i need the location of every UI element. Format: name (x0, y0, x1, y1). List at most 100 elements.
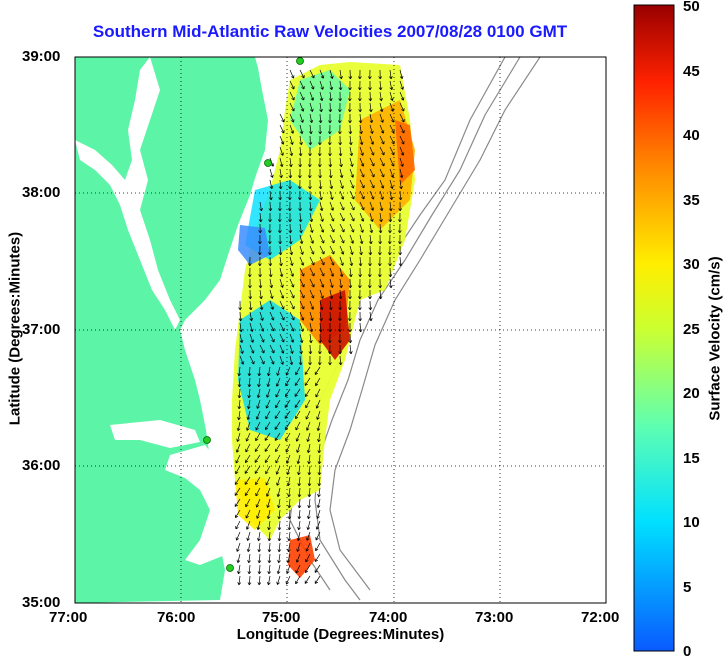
velocity-arrow (399, 80, 404, 90)
velocity-arrow (266, 366, 271, 377)
velocity-arrow (297, 498, 302, 509)
velocity-arrow (399, 179, 403, 190)
velocity-arrow (327, 135, 332, 146)
velocity-arrow (264, 421, 271, 431)
velocity-arrow (289, 256, 294, 266)
velocity-arrow (258, 256, 262, 267)
velocity-arrow (349, 146, 354, 157)
velocity-arrow (299, 333, 304, 343)
velocity-arrow (279, 344, 285, 354)
velocity-arrow (237, 388, 242, 399)
velocity-arrow (369, 201, 375, 211)
velocity-arrow (275, 399, 281, 409)
velocity-arrow (269, 311, 275, 321)
velocity-arrow (289, 333, 295, 343)
velocity-arrow (288, 212, 292, 223)
velocity-arrow (316, 421, 321, 431)
velocity-arrow (235, 454, 241, 464)
velocity-arrow (239, 355, 245, 365)
velocity-arrow (399, 124, 405, 134)
velocity-arrow (276, 476, 281, 486)
velocity-arrow (274, 421, 281, 430)
velocity-arrow (235, 443, 241, 453)
velocity-arrow (269, 190, 273, 201)
velocity-arrow (308, 124, 313, 135)
velocity-arrow (288, 168, 293, 179)
velocity-arrow (317, 476, 322, 487)
velocity-arrow (308, 135, 313, 146)
x-tick-label: 72:00 (581, 609, 620, 626)
velocity-arrow (289, 124, 295, 134)
velocity-arrow (255, 432, 261, 442)
velocity-arrow (349, 168, 355, 178)
velocity-arrow (308, 179, 312, 190)
velocity-arrow (337, 322, 342, 333)
velocity-arrow (286, 542, 291, 553)
velocity-arrow (314, 366, 321, 375)
velocity-arrow (257, 377, 261, 388)
velocity-arrow (269, 168, 274, 178)
velocity-arrow (296, 542, 301, 552)
velocity-arrow (327, 344, 332, 355)
velocity-arrow (304, 564, 311, 574)
velocity-arrow (248, 289, 253, 300)
velocity-arrow (316, 498, 321, 509)
velocity-arrow (268, 201, 273, 212)
velocity-arrow (358, 256, 363, 267)
velocity-arrow (317, 454, 322, 465)
velocity-arrow (318, 124, 323, 135)
velocity-arrow (359, 223, 364, 233)
velocity-arrow (247, 388, 252, 399)
velocity-arrow (306, 509, 311, 520)
velocity-arrow (317, 487, 321, 498)
velocity-arrow (339, 168, 344, 178)
x-tick-label: 77:00 (49, 609, 88, 626)
velocity-arrow (289, 135, 294, 145)
velocity-arrow (297, 520, 301, 531)
velocity-arrow (287, 531, 292, 542)
velocity-arrow (337, 113, 342, 124)
velocity-arrow (289, 267, 295, 277)
velocity-arrow (284, 421, 291, 430)
velocity-arrow (277, 542, 282, 553)
velocity-arrow (307, 454, 311, 465)
velocity-arrow (274, 432, 281, 441)
velocity-arrow (328, 113, 332, 124)
velocity-arrow (246, 399, 251, 410)
velocity-arrow (276, 366, 281, 376)
velocity-arrow (279, 278, 284, 288)
velocity-arrow (295, 366, 301, 376)
colorbar-tick: 35 (683, 192, 700, 209)
velocity-arrow (399, 113, 405, 123)
velocity-arrow (315, 520, 321, 530)
velocity-arrow (329, 267, 335, 277)
velocity-arrow (249, 344, 255, 354)
velocity-arrow (339, 157, 343, 168)
velocity-arrow (287, 487, 291, 498)
velocity-arrow (267, 564, 272, 575)
velocity-arrow (399, 91, 405, 101)
velocity-arrow (304, 377, 311, 386)
colorbar-tick: 10 (683, 514, 700, 531)
velocity-arrow (398, 190, 403, 201)
velocity-arrow (236, 432, 241, 442)
velocity-arrow (349, 256, 354, 267)
velocity-arrow (276, 487, 281, 497)
velocity-arrow (388, 212, 393, 223)
velocity-arrow (329, 289, 334, 300)
velocity-arrow (275, 465, 281, 475)
velocity-arrow (319, 102, 323, 113)
x-tick-label: 75:00 (262, 609, 301, 626)
velocity-arrow (368, 311, 373, 322)
velocity-arrow (379, 157, 385, 167)
velocity-arrow (328, 311, 333, 322)
velocity-arrow (279, 135, 285, 145)
velocity-arrow (338, 124, 342, 135)
velocity-arrow (339, 190, 345, 200)
velocity-arrow (316, 410, 321, 420)
velocity-arrow (367, 278, 372, 289)
velocity-arrow (309, 300, 315, 310)
velocity-arrow (289, 355, 294, 366)
velocity-arrow (348, 135, 353, 146)
velocity-arrow (298, 212, 303, 223)
